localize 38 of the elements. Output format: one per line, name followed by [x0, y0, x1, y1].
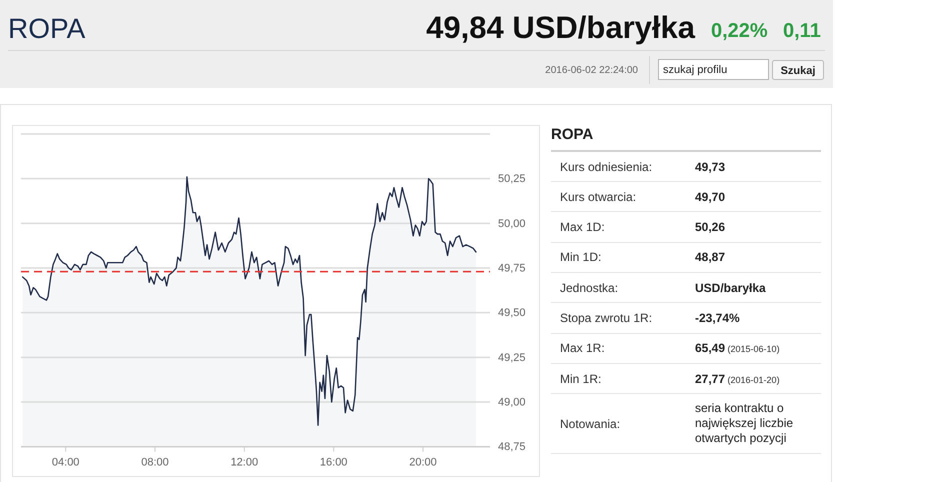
text: 65,49 (2015-06-10): [695, 341, 780, 356]
y-tick-label: 50,00: [498, 218, 526, 230]
search-field: szukaj profilu: [658, 59, 769, 80]
text: 0,22%: [711, 20, 768, 42]
text: seria kontraktu o największej liczbie otwartych pozycji: [695, 401, 794, 446]
text: Stopa zwrotu 1R:: [560, 311, 652, 325]
text: -23,74%: [695, 311, 740, 325]
y-tick-label: 48,75: [498, 441, 526, 454]
text: ROPA: [8, 13, 86, 44]
x-tick-label: 04:00: [52, 456, 80, 469]
y-tick-label: 49,25: [498, 352, 526, 364]
text: 48,87: [695, 250, 726, 264]
text: 49,73: [695, 160, 726, 174]
text: Max 1D:: [560, 220, 605, 234]
x-tick-label: 08:00: [141, 456, 169, 469]
x-tick-label: 12:00: [230, 456, 258, 469]
text: Max 1R:: [560, 341, 605, 356]
text: 50,26: [695, 220, 726, 234]
text: ROPA: [551, 126, 594, 143]
text: 27,77 (2016-01-20): [695, 372, 780, 386]
text: Jednostka:: [560, 280, 618, 295]
text: Kurs odniesienia:: [560, 160, 652, 174]
text: 2016-06-02 22:24:00: [545, 65, 638, 76]
y-tick-label: 49,00: [498, 396, 526, 409]
text: 49,70: [695, 190, 726, 204]
text: Min 1R:: [560, 372, 602, 386]
y-tick-label: 49,50: [498, 307, 526, 320]
x-tick-label: 20:00: [409, 456, 437, 469]
y-tick-label: 49,75: [498, 262, 526, 275]
text: USD/baryłka: [695, 280, 766, 295]
text: 49,84 USD/baryłka: [426, 10, 696, 45]
y-tick-label: 50,25: [498, 173, 526, 186]
text: 0,11: [783, 20, 821, 42]
search-button: Szukaj: [772, 60, 824, 80]
text: Min 1D:: [560, 250, 602, 264]
text: Notowania:: [560, 416, 620, 431]
text: Kurs otwarcia:: [560, 190, 636, 204]
x-tick-label: 16:00: [320, 456, 348, 469]
